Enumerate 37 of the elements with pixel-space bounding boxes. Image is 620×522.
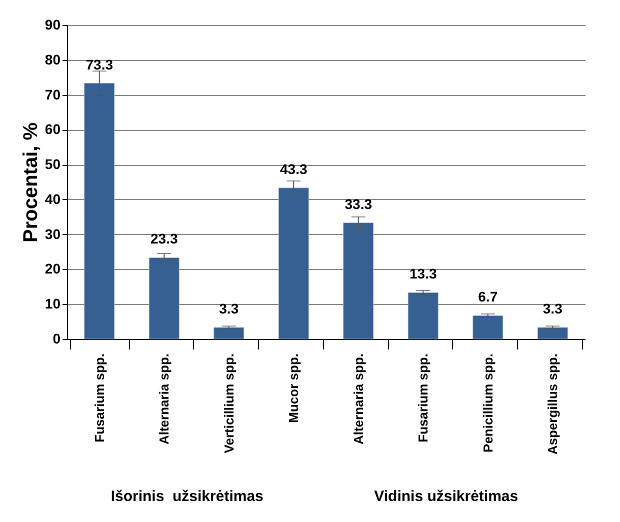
- data-label: 13.3: [410, 266, 437, 282]
- y-tick-label: 80: [44, 51, 61, 68]
- bar: [537, 327, 568, 340]
- x-tick-label: Fusarium spp.: [416, 354, 431, 442]
- x-tick-label: Aspergillus spp.: [545, 354, 560, 455]
- x-tick-label: Fusarium spp.: [92, 354, 107, 442]
- data-label: 73.3: [86, 56, 114, 72]
- x-tick-label: Alternaria spp.: [350, 354, 366, 445]
- data-label: 3.3: [542, 300, 563, 316]
- bar: [148, 257, 180, 340]
- x-tick-label: Verticillium spp.: [221, 354, 236, 454]
- y-tick-label: 40: [44, 190, 61, 207]
- y-axis-title: Procentai, %: [20, 122, 42, 243]
- x-tick-label: Penicillium spp.: [480, 354, 496, 452]
- y-tick-label: 0: [52, 330, 61, 346]
- bar: [343, 222, 374, 340]
- text: Vidinis užsikrėtimas: [373, 488, 520, 505]
- y-tick-label: 70: [44, 86, 61, 102]
- data-label: 23.3: [150, 230, 178, 247]
- x-tick-label: Alternaria spp.: [156, 354, 172, 445]
- data-label: 6.7: [478, 288, 498, 305]
- y-tick-label: 30: [44, 226, 61, 242]
- y-tick-label: 20: [44, 260, 61, 277]
- bar: [278, 188, 309, 340]
- bar: [84, 83, 115, 340]
- x-tick-label: Mucor spp.: [286, 354, 302, 423]
- text: Išorinis užsikrėtimas: [110, 488, 264, 505]
- y-tick-label: 90: [44, 16, 61, 32]
- data-label: 33.3: [344, 196, 372, 212]
- data-label: 3.3: [219, 300, 239, 316]
- bar: [408, 292, 438, 340]
- bar: [214, 327, 244, 340]
- y-tick-label: 50: [44, 156, 61, 172]
- y-tick-label: 60: [44, 121, 61, 138]
- y-tick-label: 10: [44, 296, 61, 312]
- data-label: 43.3: [280, 160, 308, 177]
- bar: [472, 315, 504, 340]
